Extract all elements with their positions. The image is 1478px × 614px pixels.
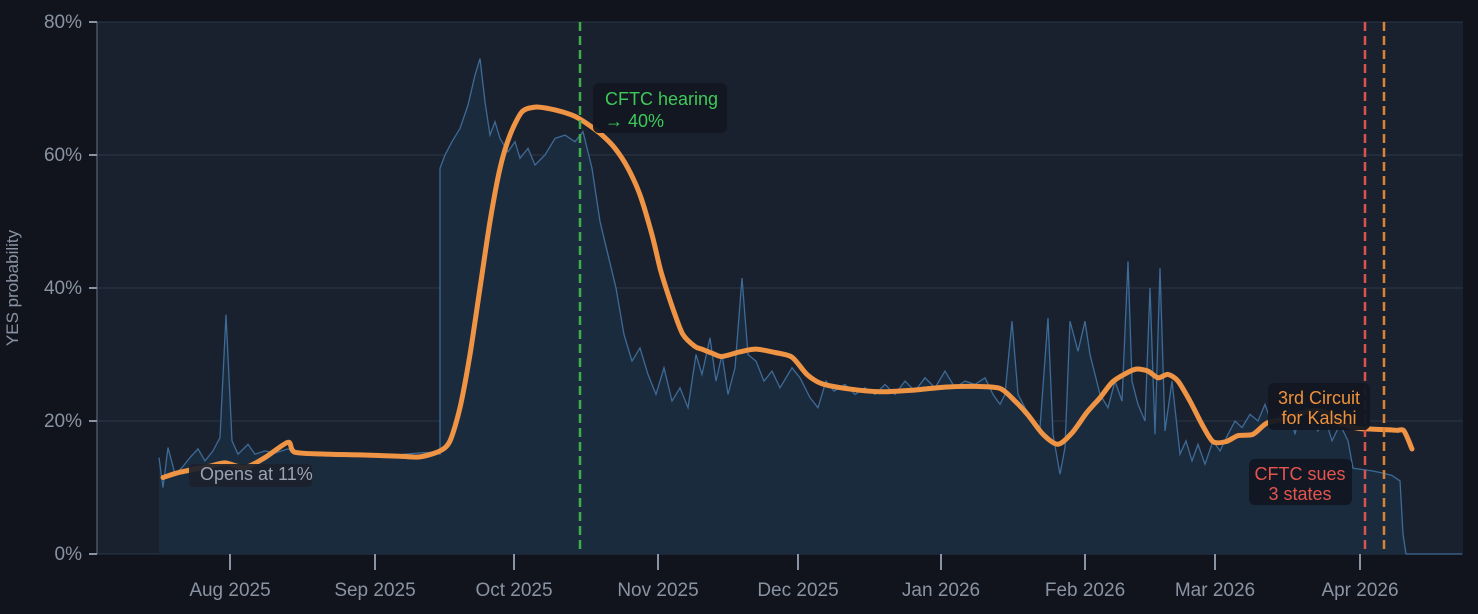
svg-text:Jan 2026: Jan 2026 xyxy=(902,580,980,601)
svg-text:Oct 2025: Oct 2025 xyxy=(475,580,552,601)
svg-text:0%: 0% xyxy=(55,544,83,565)
svg-text:80%: 80% xyxy=(44,12,82,33)
svg-text:3rd Circuit: 3rd Circuit xyxy=(1278,388,1360,408)
svg-text:→ 40%: → 40% xyxy=(605,111,664,131)
svg-text:60%: 60% xyxy=(44,145,82,166)
svg-text:Apr 2026: Apr 2026 xyxy=(1321,580,1398,601)
svg-text:Feb 2026: Feb 2026 xyxy=(1045,580,1125,601)
svg-text:Sep 2025: Sep 2025 xyxy=(334,580,415,601)
svg-text:Mar 2026: Mar 2026 xyxy=(1175,580,1255,601)
svg-text:40%: 40% xyxy=(44,278,82,299)
svg-text:CFTC hearing: CFTC hearing xyxy=(605,89,718,109)
svg-text:for Kalshi: for Kalshi xyxy=(1281,408,1356,428)
svg-text:Opens at 11%: Opens at 11% xyxy=(200,464,313,484)
svg-text:Nov 2025: Nov 2025 xyxy=(617,580,698,601)
svg-text:Dec 2025: Dec 2025 xyxy=(757,580,838,601)
svg-text:CFTC sues: CFTC sues xyxy=(1254,464,1345,484)
svg-text:YES probability: YES probability xyxy=(3,229,22,346)
svg-text:Aug 2025: Aug 2025 xyxy=(189,580,270,601)
svg-text:3 states: 3 states xyxy=(1268,484,1331,504)
svg-text:20%: 20% xyxy=(44,411,82,432)
